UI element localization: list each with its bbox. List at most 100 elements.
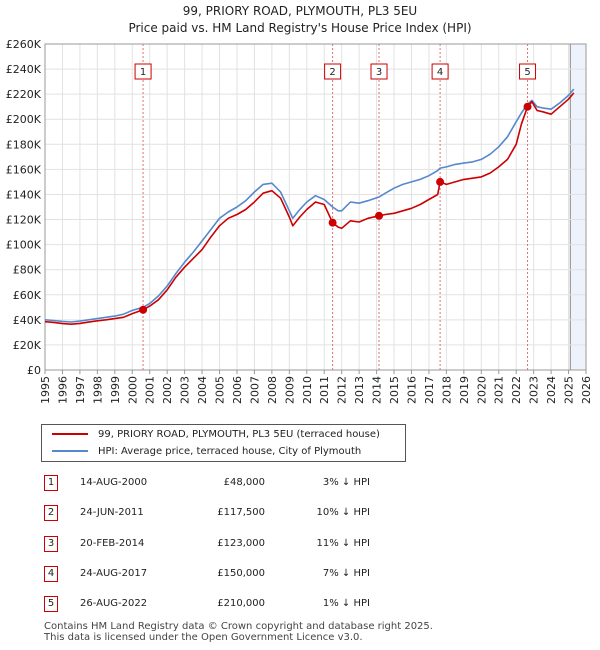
- y-tick-label: £80K: [13, 264, 42, 277]
- x-tick-label: 2008: [266, 376, 279, 404]
- sale-marker-box: [519, 63, 537, 80]
- x-tick-label: 2025: [563, 376, 576, 404]
- transaction-date: 24-AUG-2017: [80, 568, 148, 579]
- legend-label-property: 99, PRIORY ROAD, PLYMOUTH, PL3 5EU (terr…: [98, 429, 380, 440]
- plot-frame: [44, 43, 587, 371]
- sale-marker-label: 3: [376, 67, 382, 78]
- x-tick-label: 2021: [493, 376, 506, 404]
- x-tick-label: 2024: [545, 376, 558, 404]
- x-tick-label: 2013: [353, 376, 366, 404]
- transaction-row-2: 2 24-JUN-2011 £117,500 10% ↓ HPI: [0, 505, 600, 523]
- legend-item-property: 99, PRIORY ROAD, PLYMOUTH, PL3 5EU (terr…: [52, 427, 380, 443]
- price-chart: 1 2 3 4 5 £0 £20K £40K £60K £80K £100K £120K £140K £…: [6, 38, 593, 404]
- y-tick-label: £200K: [6, 113, 42, 126]
- y-tick-label: £40K: [13, 314, 42, 327]
- legend: 99, PRIORY ROAD, PLYMOUTH, PL3 5EU (terr…: [41, 424, 406, 462]
- y-tick-label: £220K: [6, 88, 42, 101]
- x-tick-label: 2026: [580, 376, 593, 404]
- transaction-date: 20-FEB-2014: [80, 538, 145, 549]
- x-tick-label: 2004: [196, 376, 209, 404]
- y-tick-label: £100K: [6, 239, 42, 252]
- x-tick-label: 2005: [214, 376, 227, 404]
- transaction-row-3: 3 20-FEB-2014 £123,000 11% ↓ HPI: [0, 536, 600, 554]
- transaction-row-1: 1 14-AUG-2000 £48,000 3% ↓ HPI: [0, 475, 600, 493]
- x-tick-label: 1997: [74, 376, 87, 404]
- x-tick-label: 2011: [318, 376, 331, 404]
- x-tick-label: 2019: [458, 376, 471, 404]
- sale-marker-label: 5: [524, 67, 530, 78]
- sale-point: [375, 211, 384, 220]
- transaction-hpi-diff: 7% ↓ HPI: [322, 568, 370, 579]
- footer-line-1: Contains HM Land Registry data © Crown c…: [44, 621, 433, 632]
- transaction-number: 5: [44, 596, 58, 612]
- x-tick-label: 2010: [301, 376, 314, 404]
- footer-line-2: This data is licensed under the Open Gov…: [44, 632, 363, 643]
- hpi-line: [44, 88, 575, 323]
- x-tick-label: 2022: [510, 376, 523, 404]
- x-tick-label: 2016: [405, 376, 418, 404]
- transaction-price: £123,000: [217, 538, 265, 549]
- transaction-date: 24-JUN-2011: [80, 507, 144, 518]
- y-tick-label: £140K: [6, 188, 42, 201]
- legend-swatch-property: [52, 433, 88, 435]
- x-tick-label: 2003: [179, 376, 192, 404]
- transaction-number: 2: [44, 505, 58, 521]
- x-tick-label: 1996: [56, 376, 69, 404]
- transaction-number: 1: [44, 475, 58, 491]
- transaction-hpi-diff: 3% ↓ HPI: [322, 477, 370, 488]
- chart-subtitle: Price paid vs. HM Land Registry's House …: [128, 21, 472, 35]
- sale-marker-label: 4: [437, 67, 443, 78]
- x-tick-label: 2015: [388, 376, 401, 404]
- x-tick-label: 2014: [371, 376, 384, 404]
- sale-marker-box: [134, 63, 152, 80]
- sale-marker-label: 2: [329, 67, 335, 78]
- transaction-hpi-diff: 10% ↓ HPI: [316, 507, 370, 518]
- y-tick-label: £240K: [6, 63, 42, 76]
- y-tick-label: £60K: [13, 289, 42, 302]
- x-tick-label: 2017: [423, 376, 436, 404]
- transaction-row-4: 4 24-AUG-2017 £150,000 7% ↓ HPI: [0, 566, 600, 584]
- x-tick-label: 2020: [475, 376, 488, 404]
- transaction-hpi-diff: 1% ↓ HPI: [322, 598, 370, 609]
- sale-point: [139, 305, 148, 314]
- x-tick-label: 2002: [161, 376, 174, 404]
- legend-swatch-hpi: [52, 450, 88, 452]
- sale-marker-box: [370, 63, 388, 80]
- transaction-number: 3: [44, 536, 58, 552]
- x-tick-label: 2023: [528, 376, 541, 404]
- x-tick-label: 1995: [39, 376, 52, 404]
- x-tick-label: 2007: [248, 376, 261, 404]
- sale-point: [328, 218, 337, 227]
- footer-credit: Contains HM Land Registry data © Crown c…: [44, 621, 433, 643]
- x-tick-label: 2012: [336, 376, 349, 404]
- y-tick-label: £0: [27, 364, 41, 377]
- x-tick-label: 2018: [440, 376, 453, 404]
- sale-point: [436, 177, 445, 186]
- transaction-price: £48,000: [223, 477, 265, 488]
- x-tick-label: 2000: [126, 376, 139, 404]
- x-tick-label: 2006: [231, 376, 244, 404]
- y-tick-label: £120K: [6, 214, 42, 227]
- transaction-price: £150,000: [217, 568, 265, 579]
- transaction-price: £117,500: [217, 507, 265, 518]
- sale-marker-box: [431, 63, 449, 80]
- x-tick-label: 2009: [283, 376, 296, 404]
- x-tick-label: 2001: [144, 376, 157, 404]
- property-price-line: [44, 92, 575, 325]
- transaction-row-5: 5 26-AUG-2022 £210,000 1% ↓ HPI: [0, 596, 600, 614]
- y-tick-label: £160K: [6, 163, 42, 176]
- x-tick-label: 1998: [91, 376, 104, 404]
- transaction-hpi-diff: 11% ↓ HPI: [316, 538, 370, 549]
- y-tick-label: £180K: [6, 138, 42, 151]
- transaction-number: 4: [44, 566, 58, 582]
- legend-item-hpi: HPI: Average price, terraced house, City…: [52, 444, 361, 460]
- chart-title-block: 99, PRIORY ROAD, PLYMOUTH, PL3 5EU Price…: [0, 3, 600, 37]
- sale-marker-label: 1: [140, 67, 146, 78]
- transaction-price: £210,000: [217, 598, 265, 609]
- y-tick-label: £260K: [6, 38, 42, 51]
- chart-title: 99, PRIORY ROAD, PLYMOUTH, PL3 5EU: [182, 4, 418, 18]
- transaction-date: 14-AUG-2000: [80, 477, 148, 488]
- x-tick-label: 1999: [109, 376, 122, 404]
- sale-marker-box: [324, 63, 342, 80]
- forecast-shade: [570, 44, 586, 370]
